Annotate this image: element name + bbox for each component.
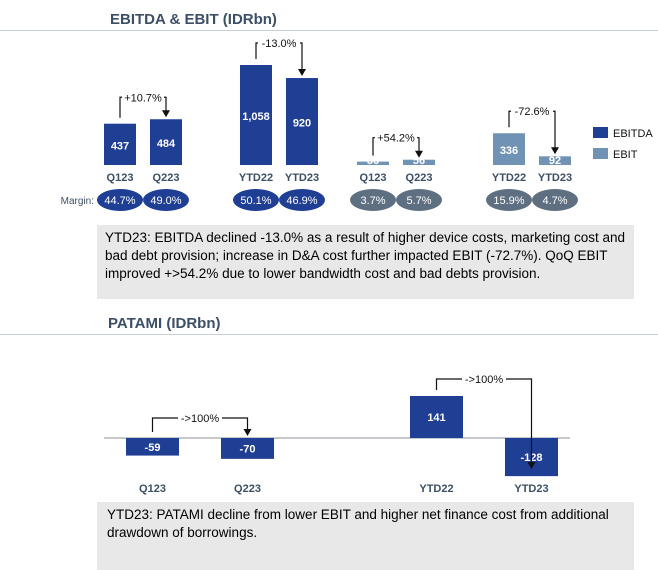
change-arrowhead [243, 429, 252, 436]
change-label-bg [462, 370, 506, 386]
bar-value-label: 36 [367, 155, 379, 167]
bar-value-label: 1,058 [242, 111, 270, 123]
bar-patami [410, 396, 463, 438]
category-label: Q123 [360, 172, 387, 184]
bar-value-label: 437 [111, 140, 129, 152]
section1-note: YTD23: EBITDA declined -13.0% as a resul… [97, 225, 634, 299]
margin-value: 44.7% [104, 195, 135, 207]
category-label: YTD22 [419, 483, 453, 495]
section2-note: YTD23: PATAMI decline from lower EBIT an… [97, 502, 634, 570]
bar-value-label: 56 [413, 155, 425, 167]
bar-ebit [493, 133, 525, 165]
bar-value-label: -70 [240, 443, 256, 455]
bar-ebitda [150, 119, 182, 165]
section2-rule [0, 334, 658, 335]
margin-badge [233, 189, 279, 211]
change-label: -13.0% [262, 38, 297, 50]
change-arrowhead [298, 69, 306, 77]
change-arrowhead [415, 150, 423, 158]
margin-badge [532, 189, 578, 211]
change-label: ->100% [181, 413, 219, 425]
bar-ebit [357, 161, 389, 165]
change-label-bg [122, 88, 164, 105]
margin-badge [279, 189, 325, 211]
margin-label: Margin: [61, 196, 94, 207]
category-label: YTD23 [514, 483, 548, 495]
category-label: YTD22 [492, 172, 526, 184]
change-arrowhead [551, 147, 559, 155]
legend-label: EBIT [613, 149, 638, 161]
margin-badge [143, 189, 189, 211]
legend-label: EBITDA [613, 128, 653, 140]
section1-title: EBITDA & EBIT (IDRbn) [110, 11, 277, 28]
change-label: +54.2% [377, 133, 415, 145]
margin-badge [486, 189, 532, 211]
bar-value-label: 141 [427, 412, 445, 424]
change-label-bg [511, 102, 553, 119]
category-label: Q223 [406, 172, 433, 184]
bar-value-label: 920 [293, 118, 311, 130]
category-label: Q123 [107, 172, 134, 184]
change-label: -72.6% [515, 106, 550, 118]
margin-value: 49.0% [150, 195, 181, 207]
bar-value-label: 484 [157, 138, 176, 150]
section1-rule [0, 30, 658, 31]
margin-badge [97, 189, 143, 211]
margin-value: 46.9% [286, 195, 317, 207]
margin-value: 50.1% [240, 195, 271, 207]
change-label-bg [258, 34, 300, 50]
bar-patami [126, 438, 179, 456]
section2-title: PATAMI (IDRbn) [108, 315, 221, 332]
category-label: Q123 [139, 483, 166, 495]
bar-ebitda [240, 65, 272, 165]
bar-value-label: 336 [500, 145, 518, 157]
margin-value: 15.9% [493, 195, 524, 207]
margin-value: 4.7% [542, 195, 567, 207]
change-label-bg [178, 409, 222, 425]
ebitda-ebit-chart: 437 Q123 44.7% 484 Q223 49.0% +10.7% 1,058 YTD22… [61, 34, 653, 211]
margin-badge [350, 189, 396, 211]
change-label: ->100% [465, 374, 503, 386]
change-arrowhead [162, 110, 170, 118]
bar-ebit [403, 159, 435, 165]
change-label: +10.7% [124, 92, 162, 104]
bar-value-label: -59 [145, 442, 161, 454]
category-label: YTD22 [239, 172, 273, 184]
bar-ebitda [104, 123, 136, 165]
bar-patami [221, 438, 274, 459]
margin-value: 5.7% [406, 195, 431, 207]
category-label: Q223 [234, 483, 261, 495]
legend-swatch [593, 148, 608, 159]
bar-value-label: 92 [549, 155, 561, 167]
margin-badge [396, 189, 442, 211]
bar-ebit [539, 156, 571, 165]
change-label-bg [375, 128, 417, 145]
margin-value: 3.7% [360, 195, 385, 207]
legend-swatch [593, 127, 608, 138]
bar-ebitda [286, 78, 318, 165]
category-label: YTD23 [285, 172, 319, 184]
change-arrowhead [527, 462, 536, 470]
category-label: Q223 [153, 172, 180, 184]
category-label: YTD23 [538, 172, 572, 184]
